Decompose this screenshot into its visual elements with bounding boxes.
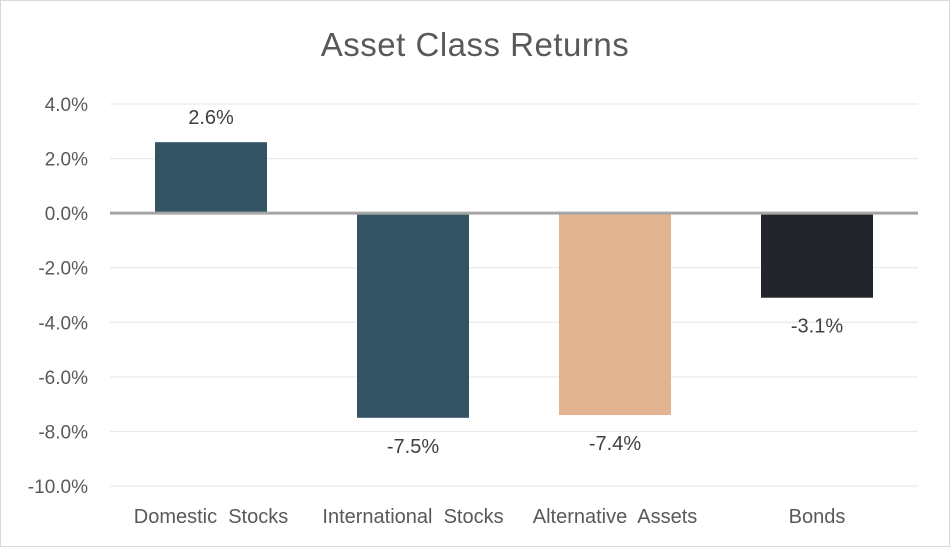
bar: [761, 213, 873, 298]
data-label: -7.5%: [387, 436, 439, 458]
data-label: -3.1%: [791, 316, 843, 338]
y-tick-label: 4.0%: [45, 95, 88, 116]
y-tick-label: -6.0%: [38, 368, 88, 389]
chart-title: Asset Class Returns: [320, 26, 630, 63]
bars: [155, 142, 873, 418]
category-label: Domestic Stocks: [134, 506, 288, 528]
y-axis-ticks: 4.0% 2.0% 0.0% -2.0% -4.0% -6.0% -8.0% -10.0%: [28, 95, 88, 498]
y-tick-label: 0.0%: [45, 204, 88, 225]
bar: [155, 142, 267, 214]
y-tick-label: -2.0%: [38, 259, 88, 280]
data-labels: 2.6% -7.5% -7.4% -3.1%: [188, 107, 843, 458]
y-tick-label: -4.0%: [38, 313, 88, 334]
bar: [559, 213, 671, 416]
y-tick-label: -8.0%: [38, 422, 88, 443]
category-label: Bonds: [789, 506, 846, 528]
y-tick-label: 2.0%: [45, 150, 88, 171]
category-label: Alternative Assets: [533, 506, 698, 528]
category-labels: Domestic Stocks International Stocks Alter…: [134, 506, 846, 528]
data-label: 2.6%: [188, 107, 234, 129]
category-label: International Stocks: [322, 506, 503, 528]
data-label: -7.4%: [589, 433, 641, 455]
y-tick-label: -10.0%: [28, 477, 88, 498]
bar: [357, 213, 469, 418]
